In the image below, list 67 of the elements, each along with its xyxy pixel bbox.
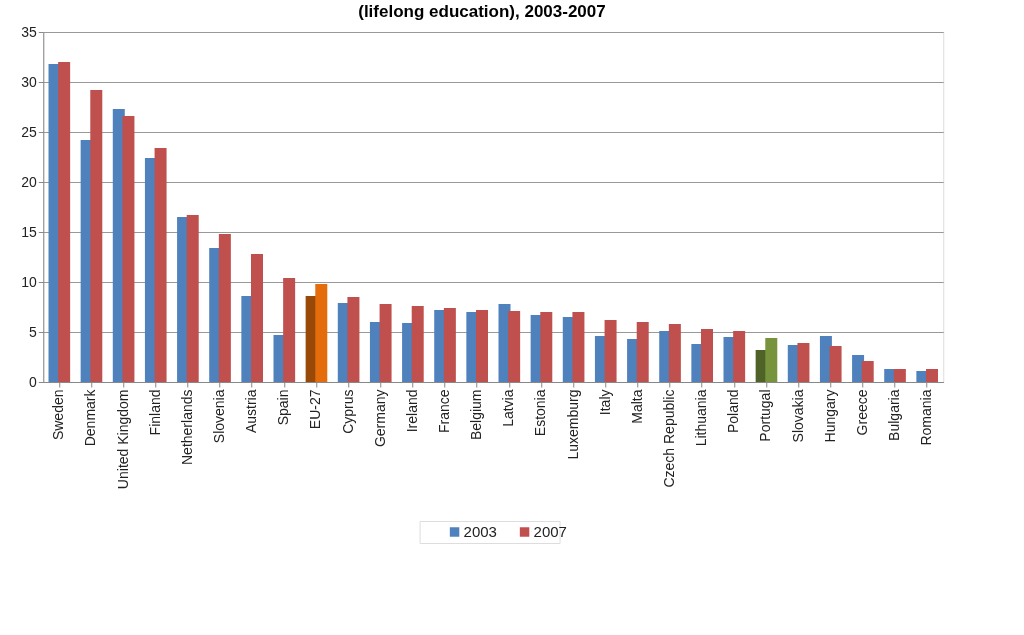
x-tick-label: Germany: [371, 389, 388, 448]
bar: [765, 338, 778, 382]
bar: [508, 311, 521, 382]
bar: [476, 310, 488, 382]
bar: [926, 369, 938, 382]
y-tick-label: 0: [28, 373, 37, 390]
x-tick-label: Belgium: [468, 389, 485, 441]
x-tick-label: United Kingdom: [114, 389, 131, 490]
x-tick-label: Latvia: [500, 389, 517, 427]
legend-label: 2007: [533, 523, 567, 540]
x-tick-label: France: [436, 389, 453, 434]
bar: [122, 116, 135, 382]
bar: [636, 322, 649, 382]
x-tick-label: Slovakia: [789, 389, 806, 443]
x-tick-label: Denmark: [82, 388, 99, 447]
bar: [797, 343, 810, 382]
x-tick-label: Bulgaria: [886, 389, 903, 441]
x-tick-label: Estonia: [532, 389, 549, 437]
x-tick-label: Czech Republic: [661, 389, 678, 488]
y-tick-label: 25: [21, 123, 37, 140]
y-tick-label: 15: [21, 223, 37, 240]
x-tick-label: EU-27: [307, 389, 324, 430]
y-tick-label: 30: [21, 73, 37, 90]
bar: [411, 306, 424, 382]
bar: [443, 308, 456, 382]
x-tick-label: Poland: [725, 389, 742, 434]
x-tick-label: Hungary: [821, 389, 838, 443]
x-tick-label: Lithuania: [693, 389, 710, 447]
bar: [893, 369, 906, 382]
legend-label: 2003: [463, 523, 497, 540]
x-tick-label: Finland: [146, 389, 163, 436]
x-tick-label: Cyprus: [339, 389, 356, 434]
x-tick-label: Ireland: [403, 389, 420, 433]
x-tick-label: Portugal: [757, 389, 774, 442]
bar: [829, 346, 842, 382]
x-tick-label: Luxemburg: [564, 389, 581, 460]
bar: [347, 297, 360, 382]
x-tick-label: Italy: [596, 389, 613, 416]
y-tick-label: 35: [21, 23, 37, 40]
bar: [861, 361, 874, 382]
bar: [90, 90, 103, 382]
bar: [315, 284, 328, 382]
bar: [604, 320, 617, 382]
x-tick-label: Romania: [918, 389, 935, 446]
bar: [379, 304, 392, 382]
x-tick-label: Austria: [243, 389, 260, 434]
y-tick-label: 10: [21, 273, 37, 290]
bar: [218, 234, 231, 382]
x-tick-label: Spain: [275, 389, 292, 426]
x-tick-label: Netherlands: [178, 389, 195, 465]
x-tick-label: Sweden: [50, 389, 67, 441]
bar: [668, 324, 681, 382]
bar: [283, 278, 296, 382]
y-tick-label: 20: [21, 173, 37, 190]
y-tick-label: 5: [28, 323, 37, 340]
x-tick-label: Malta: [628, 389, 645, 424]
bar: [154, 148, 167, 382]
bar: [572, 312, 585, 382]
x-tick-label: Greece: [853, 389, 870, 436]
x-tick-label: Slovenia: [211, 389, 228, 444]
bar: [251, 254, 263, 382]
bar: [701, 329, 713, 382]
bar: [733, 331, 746, 382]
bar: [540, 312, 553, 382]
bar: [58, 62, 71, 382]
chart-title: (lifelong education), 2003-2007: [358, 1, 606, 21]
bar: [186, 215, 199, 382]
